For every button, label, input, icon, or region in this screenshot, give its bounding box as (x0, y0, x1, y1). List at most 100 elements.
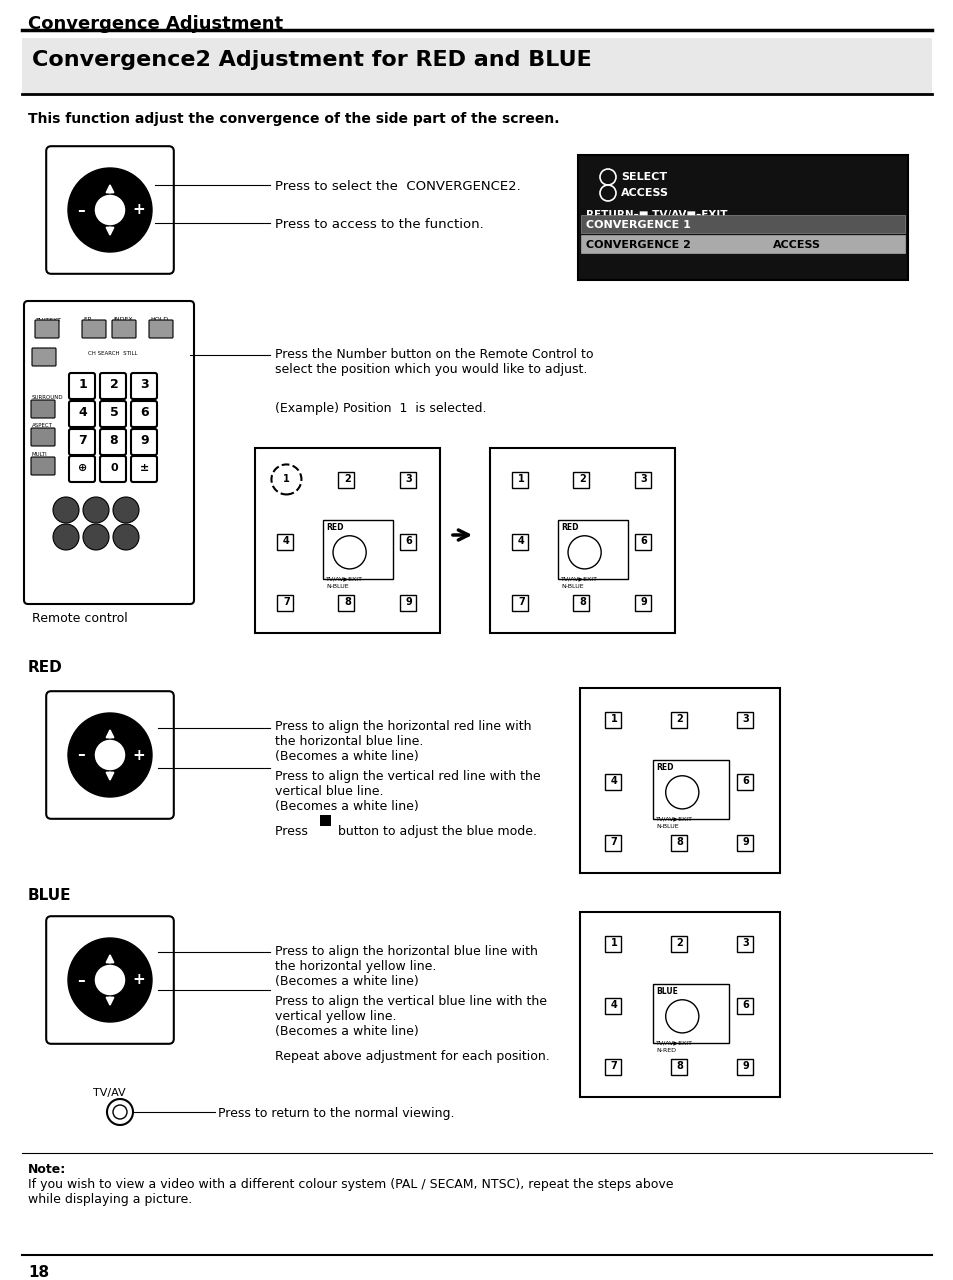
Text: This function adjust the convergence of the side part of the screen.: This function adjust the convergence of … (28, 111, 558, 125)
Wedge shape (110, 180, 152, 239)
Text: 1: 1 (78, 379, 88, 392)
FancyBboxPatch shape (46, 146, 173, 274)
Bar (580, 236, 904, 253)
Circle shape (83, 497, 109, 524)
FancyBboxPatch shape (604, 937, 620, 952)
Text: 3: 3 (639, 475, 646, 484)
FancyBboxPatch shape (82, 320, 106, 338)
FancyBboxPatch shape (69, 401, 95, 428)
Bar (579, 689, 780, 873)
Text: 9: 9 (405, 596, 412, 607)
Text: RED: RED (28, 660, 63, 675)
Text: TV/AV▶EXIT: TV/AV▶EXIT (656, 815, 693, 820)
Text: 8: 8 (676, 1061, 682, 1070)
FancyBboxPatch shape (737, 713, 752, 728)
Text: Press to select the  CONVERGENCE2.: Press to select the CONVERGENCE2. (274, 180, 520, 193)
FancyBboxPatch shape (399, 534, 416, 549)
Text: 8: 8 (110, 434, 118, 448)
Text: –: – (77, 973, 85, 987)
Text: Press to align the vertical blue line with the
vertical yellow line.
(Becomes a : Press to align the vertical blue line wi… (274, 995, 546, 1038)
Text: +: + (132, 973, 145, 987)
Text: 1: 1 (610, 938, 617, 948)
Text: TV/AV▶EXIT: TV/AV▶EXIT (656, 1039, 693, 1044)
FancyBboxPatch shape (100, 372, 126, 399)
Text: TV/AV: TV/AV (92, 1088, 126, 1098)
Text: 9: 9 (639, 596, 646, 607)
Circle shape (112, 497, 139, 524)
Wedge shape (68, 950, 110, 1010)
FancyBboxPatch shape (634, 472, 650, 489)
Text: F.P.: F.P. (83, 317, 92, 323)
Text: 9: 9 (741, 1061, 749, 1070)
FancyBboxPatch shape (670, 1059, 686, 1074)
Text: 7: 7 (283, 596, 290, 607)
FancyBboxPatch shape (634, 534, 650, 549)
FancyBboxPatch shape (131, 456, 157, 483)
FancyBboxPatch shape (573, 594, 589, 611)
Text: Press to access to the function.: Press to access to the function. (274, 218, 483, 230)
FancyBboxPatch shape (69, 456, 95, 483)
FancyBboxPatch shape (24, 301, 193, 604)
Text: SELECT: SELECT (620, 172, 666, 182)
FancyBboxPatch shape (100, 401, 126, 428)
FancyBboxPatch shape (69, 429, 95, 454)
FancyBboxPatch shape (100, 429, 126, 454)
Text: 18: 18 (28, 1265, 49, 1280)
Text: CH SEARCH  STILL: CH SEARCH STILL (88, 351, 137, 356)
Text: N-BLUE: N-BLUE (656, 824, 679, 829)
Text: TV/TEXT: TV/TEXT (36, 317, 62, 323)
Text: N-BLUE: N-BLUE (326, 584, 348, 589)
Wedge shape (68, 180, 110, 239)
FancyBboxPatch shape (131, 401, 157, 428)
Bar (653, 760, 729, 819)
Text: 7: 7 (517, 596, 524, 607)
FancyBboxPatch shape (30, 457, 55, 475)
Text: 7: 7 (610, 837, 617, 846)
Text: 2: 2 (676, 938, 682, 948)
Text: N-BLUE: N-BLUE (560, 584, 583, 589)
FancyBboxPatch shape (634, 594, 650, 611)
FancyBboxPatch shape (737, 937, 752, 952)
Text: 3: 3 (741, 938, 749, 948)
Text: 4: 4 (283, 535, 290, 545)
Text: ACCESS: ACCESS (772, 241, 821, 250)
Text: TV/AV▶EXIT: TV/AV▶EXIT (326, 576, 362, 581)
Circle shape (94, 964, 126, 996)
Text: 3: 3 (140, 379, 150, 392)
FancyBboxPatch shape (32, 348, 56, 366)
Text: 8: 8 (578, 596, 585, 607)
Bar (578, 155, 907, 280)
FancyBboxPatch shape (670, 937, 686, 952)
Bar (22, 38, 931, 93)
Wedge shape (110, 950, 152, 1010)
Wedge shape (80, 755, 139, 797)
Text: 4: 4 (517, 535, 524, 545)
Text: 0: 0 (111, 463, 117, 474)
Circle shape (53, 524, 79, 550)
Text: 7: 7 (78, 434, 88, 448)
Text: 9: 9 (741, 837, 749, 846)
Text: TV/AV▶EXIT: TV/AV▶EXIT (560, 576, 598, 581)
FancyBboxPatch shape (512, 594, 528, 611)
Text: BLUE: BLUE (28, 888, 71, 902)
Text: 4: 4 (610, 776, 617, 786)
Text: 1: 1 (283, 475, 290, 484)
Text: 2: 2 (676, 714, 682, 724)
Wedge shape (80, 713, 139, 755)
Text: 4: 4 (78, 407, 88, 420)
Text: +: + (132, 202, 145, 218)
FancyBboxPatch shape (604, 1059, 620, 1074)
Text: Remote control: Remote control (32, 612, 128, 625)
Text: RETURN–■ TV/AV■–EXIT: RETURN–■ TV/AV■–EXIT (585, 210, 727, 220)
Text: button to adjust the blue mode.: button to adjust the blue mode. (334, 826, 537, 838)
Text: 1: 1 (610, 714, 617, 724)
Text: Convergence Adjustment: Convergence Adjustment (28, 15, 283, 33)
Text: –: – (77, 202, 85, 218)
FancyBboxPatch shape (670, 835, 686, 850)
Text: If you wish to view a video with a different colour system (PAL / SECAM, NTSC), : If you wish to view a video with a diffe… (28, 1178, 673, 1206)
Text: INDEX: INDEX (112, 317, 132, 323)
FancyBboxPatch shape (737, 835, 752, 850)
Circle shape (53, 497, 79, 524)
Text: ASPECT: ASPECT (32, 422, 52, 428)
FancyBboxPatch shape (399, 594, 416, 611)
